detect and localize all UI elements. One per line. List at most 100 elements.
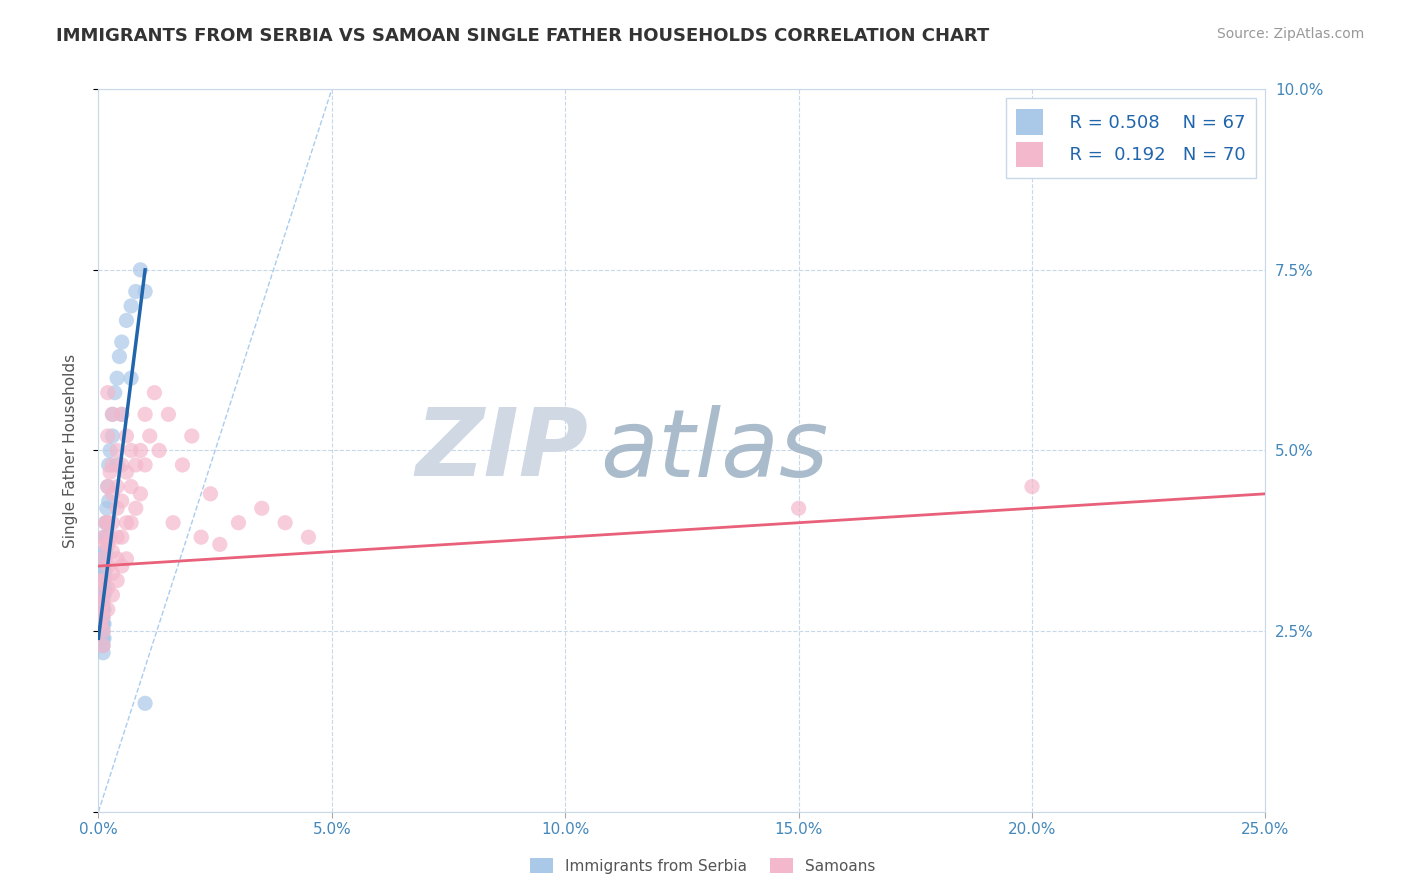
Point — [190, 530, 212, 544]
Point — [228, 516, 250, 530]
Point — [94, 551, 117, 566]
Point — [108, 350, 131, 364]
Point — [97, 458, 120, 472]
Point — [91, 574, 114, 588]
Point — [125, 458, 148, 472]
Point — [91, 639, 114, 653]
Point — [94, 516, 117, 530]
Point — [115, 465, 138, 479]
Point — [120, 516, 142, 530]
Point — [98, 443, 121, 458]
Point — [90, 581, 112, 595]
Point — [97, 581, 120, 595]
Legend:   R = 0.508    N = 67,   R =  0.192   N = 70: R = 0.508 N = 67, R = 0.192 N = 70 — [1005, 98, 1257, 178]
Point — [180, 429, 202, 443]
Point — [134, 458, 156, 472]
Point — [125, 285, 148, 299]
Point — [91, 595, 114, 609]
Point — [143, 385, 166, 400]
Point — [787, 501, 810, 516]
Point — [90, 581, 112, 595]
Point — [97, 559, 120, 574]
Point — [274, 516, 297, 530]
Point — [90, 624, 112, 639]
Point — [97, 537, 120, 551]
Point — [134, 285, 156, 299]
Point — [101, 407, 124, 421]
Point — [134, 407, 156, 421]
Point — [120, 480, 142, 494]
Point — [98, 465, 121, 479]
Point — [91, 595, 114, 609]
Point — [91, 639, 114, 653]
Point — [97, 480, 120, 494]
Text: atlas: atlas — [600, 405, 828, 496]
Point — [115, 313, 138, 327]
Point — [98, 530, 121, 544]
Point — [91, 632, 114, 646]
Point — [125, 501, 148, 516]
Point — [250, 501, 273, 516]
Point — [90, 632, 112, 646]
Point — [91, 559, 114, 574]
Point — [111, 407, 134, 421]
Y-axis label: Single Father Households: Single Father Households — [63, 353, 77, 548]
Point — [104, 385, 127, 400]
Point — [96, 501, 118, 516]
Point — [94, 544, 117, 558]
Point — [139, 429, 162, 443]
Point — [97, 494, 120, 508]
Point — [93, 559, 115, 574]
Point — [111, 559, 134, 574]
Point — [297, 530, 319, 544]
Point — [91, 624, 114, 639]
Point — [91, 530, 114, 544]
Point — [97, 480, 120, 494]
Point — [101, 487, 124, 501]
Point — [91, 551, 114, 566]
Point — [115, 551, 138, 566]
Text: IMMIGRANTS FROM SERBIA VS SAMOAN SINGLE FATHER HOUSEHOLDS CORRELATION CHART: IMMIGRANTS FROM SERBIA VS SAMOAN SINGLE … — [56, 27, 990, 45]
Point — [93, 602, 115, 616]
Point — [101, 407, 124, 421]
Point — [90, 602, 112, 616]
Point — [97, 385, 120, 400]
Point — [96, 516, 118, 530]
Point — [94, 566, 117, 581]
Point — [101, 544, 124, 558]
Point — [90, 566, 112, 581]
Point — [172, 458, 194, 472]
Point — [134, 696, 156, 710]
Point — [94, 537, 117, 551]
Point — [91, 624, 114, 639]
Point — [91, 616, 114, 631]
Point — [90, 588, 112, 602]
Point — [91, 639, 114, 653]
Text: Source: ZipAtlas.com: Source: ZipAtlas.com — [1216, 27, 1364, 41]
Point — [91, 609, 114, 624]
Point — [91, 616, 114, 631]
Point — [90, 588, 112, 602]
Point — [90, 616, 112, 631]
Point — [200, 487, 222, 501]
Point — [90, 609, 112, 624]
Point — [90, 595, 112, 609]
Point — [105, 574, 128, 588]
Point — [91, 632, 114, 646]
Point — [105, 551, 128, 566]
Point — [90, 574, 112, 588]
Point — [91, 566, 114, 581]
Point — [157, 407, 180, 421]
Point — [94, 516, 117, 530]
Point — [111, 530, 134, 544]
Point — [105, 458, 128, 472]
Point — [111, 458, 134, 472]
Point — [90, 588, 112, 602]
Point — [97, 516, 120, 530]
Point — [94, 530, 117, 544]
Point — [90, 616, 112, 631]
Point — [90, 595, 112, 609]
Point — [120, 371, 142, 385]
Point — [101, 588, 124, 602]
Point — [91, 609, 114, 624]
